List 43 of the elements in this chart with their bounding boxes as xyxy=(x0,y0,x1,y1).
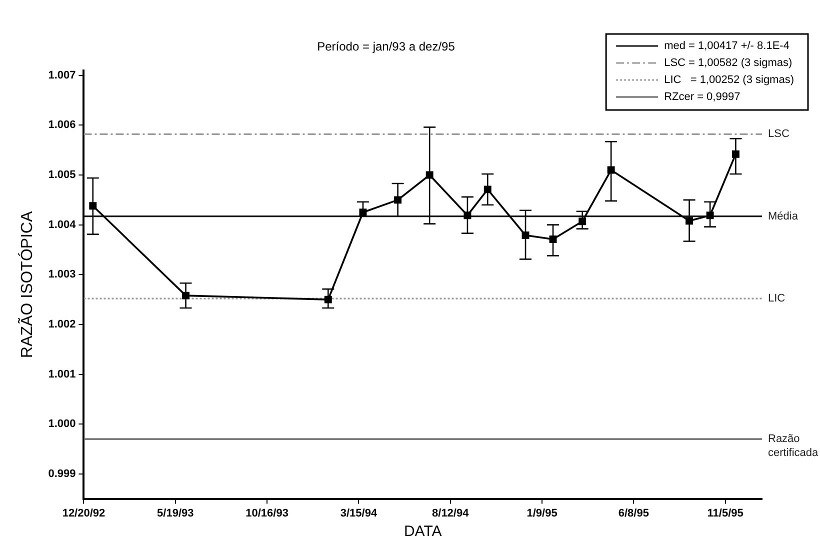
x-tick-label: 12/20/92 xyxy=(62,507,106,520)
y-tick-label: 1.006 xyxy=(48,119,76,132)
point xyxy=(686,217,694,225)
annotation: LIC xyxy=(768,292,786,305)
point xyxy=(89,202,97,210)
x-tick-label: 8/12/94 xyxy=(432,507,470,520)
point xyxy=(394,196,402,204)
annotation: Média xyxy=(768,210,799,222)
x-tick-label: 10/16/93 xyxy=(246,507,288,520)
x-tick-label: 6/8/95 xyxy=(618,507,649,520)
x-tick-label: 11/5/95 xyxy=(707,507,744,520)
y-tick-label: 1.000 xyxy=(48,418,76,430)
point xyxy=(426,171,434,179)
y-tick-label: 0.999 xyxy=(48,468,76,480)
point xyxy=(522,232,530,240)
legend-label: med = 1,00417 +/- 8.1E-4 xyxy=(664,40,790,52)
y-tick-label: 1.004 xyxy=(48,218,77,231)
point xyxy=(706,212,714,220)
legend-label: LIC = 1,00252 (3 sigmas) xyxy=(664,74,794,86)
x-tick-label: 5/19/93 xyxy=(157,507,194,520)
point xyxy=(484,186,492,194)
annotation: Razão certificada xyxy=(768,433,820,460)
y-tick-label: 1.005 xyxy=(48,169,76,182)
legend-label: RZcer = 0,9997 xyxy=(664,91,740,104)
point xyxy=(324,296,332,304)
y-tick-label: 1.002 xyxy=(48,318,76,330)
y-tick-label: 1.001 xyxy=(48,368,76,380)
point xyxy=(607,166,615,174)
y-axis-title: RAZÃO ISOTÓPICA xyxy=(17,210,36,358)
y-tick-label: 1.007 xyxy=(48,69,76,82)
point xyxy=(578,218,586,226)
x-axis-title: DATA xyxy=(404,523,442,540)
point xyxy=(464,212,472,220)
legend-label: LSC = 1,00582 (3 sigmas) xyxy=(664,57,792,70)
chart-title: Período = jan/93 a dez/95 xyxy=(317,40,456,54)
point xyxy=(549,236,557,243)
x-tick-label: 3/15/94 xyxy=(340,507,378,520)
point xyxy=(182,292,190,300)
annotation: LSC xyxy=(768,128,790,140)
point xyxy=(359,208,367,216)
y-tick-label: 1.003 xyxy=(48,268,76,281)
x-tick-label: 1/9/95 xyxy=(526,507,558,520)
point xyxy=(732,150,740,158)
